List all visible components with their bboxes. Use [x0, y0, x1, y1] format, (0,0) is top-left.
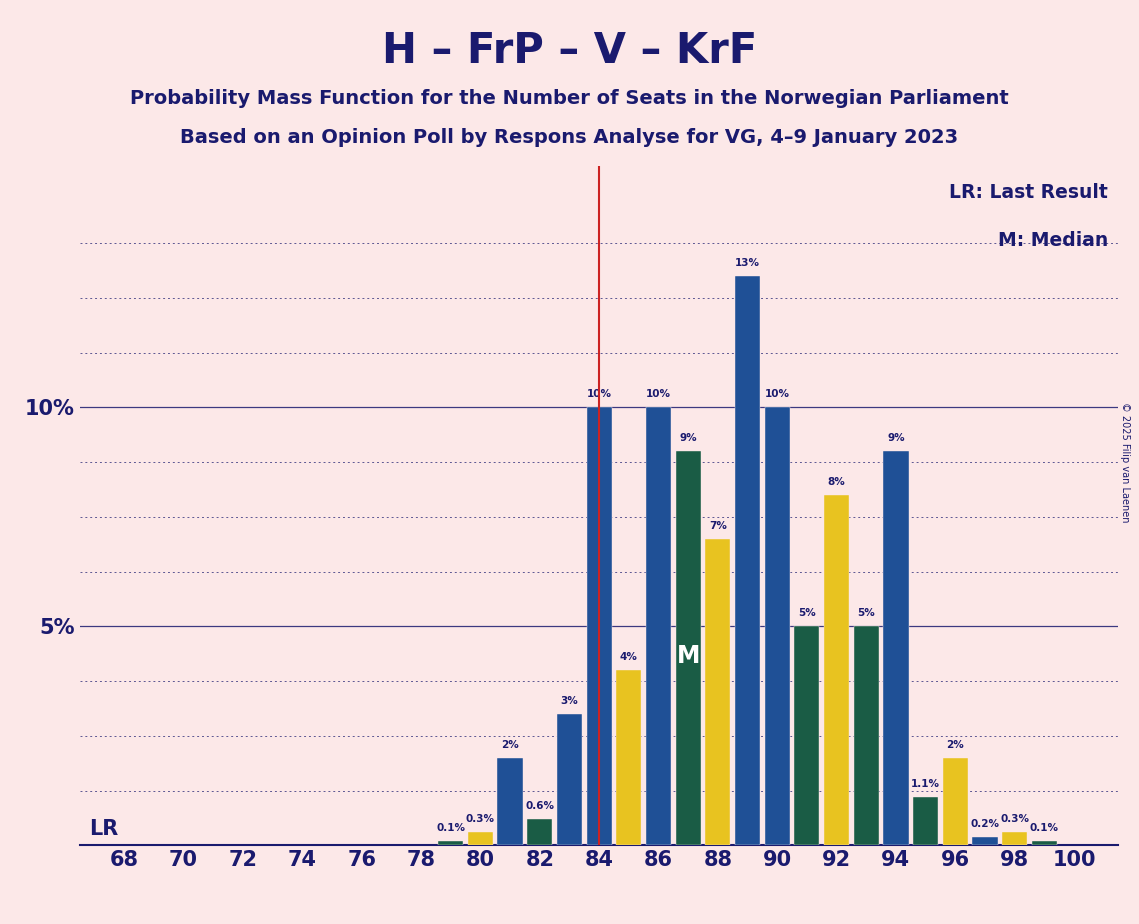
Text: 0.1%: 0.1% — [436, 823, 465, 833]
Bar — [943, 758, 968, 845]
Text: 10%: 10% — [646, 389, 671, 399]
Bar — [1032, 841, 1057, 845]
Bar — [498, 758, 523, 845]
Text: 0.2%: 0.2% — [970, 819, 999, 829]
Text: 2%: 2% — [501, 740, 519, 750]
Text: H – FrP – V – KrF: H – FrP – V – KrF — [382, 30, 757, 71]
Text: 10%: 10% — [764, 389, 789, 399]
Text: Probability Mass Function for the Number of Seats in the Norwegian Parliament: Probability Mass Function for the Number… — [130, 89, 1009, 108]
Text: Based on an Opinion Poll by Respons Analyse for VG, 4–9 January 2023: Based on an Opinion Poll by Respons Anal… — [180, 128, 959, 147]
Bar — [557, 714, 582, 845]
Text: 0.6%: 0.6% — [525, 801, 555, 811]
Bar — [1002, 833, 1027, 845]
Text: 9%: 9% — [887, 433, 904, 444]
Text: 9%: 9% — [679, 433, 697, 444]
Text: © 2025 Filip van Laenen: © 2025 Filip van Laenen — [1120, 402, 1130, 522]
Text: 0.3%: 0.3% — [1000, 814, 1030, 824]
Text: 0.1%: 0.1% — [1030, 823, 1059, 833]
Bar — [794, 626, 819, 845]
Bar — [913, 797, 939, 845]
Text: 7%: 7% — [708, 521, 727, 531]
Bar — [587, 407, 612, 845]
Bar — [468, 833, 493, 845]
Bar — [973, 837, 998, 845]
Text: 4%: 4% — [620, 652, 638, 663]
Bar — [616, 670, 641, 845]
Bar — [439, 841, 464, 845]
Bar — [823, 495, 850, 845]
Text: 3%: 3% — [560, 696, 579, 706]
Text: 10%: 10% — [587, 389, 612, 399]
Text: LR: Last Result: LR: Last Result — [950, 183, 1108, 202]
Text: LR: LR — [89, 819, 117, 839]
Text: 1.1%: 1.1% — [911, 779, 940, 789]
Bar — [883, 451, 909, 845]
Text: 0.3%: 0.3% — [466, 814, 495, 824]
Text: 2%: 2% — [947, 740, 964, 750]
Text: 8%: 8% — [828, 477, 845, 487]
Text: 13%: 13% — [735, 258, 760, 268]
Bar — [705, 539, 730, 845]
Bar — [527, 820, 552, 845]
Text: M: M — [677, 644, 699, 668]
Bar — [764, 407, 789, 845]
Text: 5%: 5% — [858, 609, 875, 618]
Bar — [853, 626, 879, 845]
Bar — [735, 276, 760, 845]
Text: 5%: 5% — [798, 609, 816, 618]
Bar — [675, 451, 700, 845]
Text: M: Median: M: Median — [998, 231, 1108, 249]
Bar — [646, 407, 671, 845]
